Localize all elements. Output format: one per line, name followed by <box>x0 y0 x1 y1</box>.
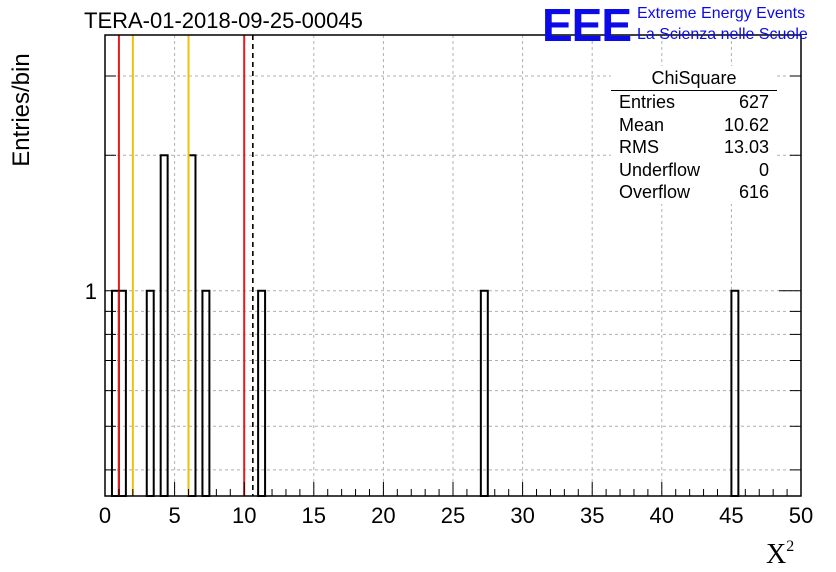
histogram-bin <box>479 289 489 498</box>
x-tick-label: 35 <box>580 503 604 528</box>
y-axis-label: Entries/bin <box>8 53 35 167</box>
stats-value: 0 <box>758 159 769 180</box>
histogram-bin <box>201 289 211 498</box>
histogram-bin <box>110 289 120 498</box>
stats-label: Underflow <box>619 159 701 180</box>
histogram-bin <box>117 289 127 498</box>
x-tick-label: 30 <box>510 503 534 528</box>
histogram-bin <box>159 154 169 497</box>
histogram-bin <box>145 289 155 498</box>
logo-mark: EEE <box>542 0 632 51</box>
x-tick-label: 0 <box>99 503 111 528</box>
stats-row-rms: RMS 13.03 <box>611 136 777 159</box>
stats-box: ChiSquare Entries 627 Mean 10.62 RMS 13.… <box>611 66 777 204</box>
stats-label: Mean <box>619 114 665 135</box>
histogram-bin <box>257 289 267 498</box>
histogram-bin <box>730 289 740 498</box>
x-tick-label: 40 <box>650 503 674 528</box>
histogram-bin <box>187 154 197 497</box>
x-tick-label: 20 <box>371 503 395 528</box>
x-tick-label: 45 <box>719 503 743 528</box>
stats-value: 13.03 <box>723 137 769 158</box>
stats-row-underflow: Underflow 0 <box>611 159 777 182</box>
chart-title: TERA-01-2018-09-25-00045 <box>84 8 363 33</box>
stats-value: 616 <box>738 182 769 203</box>
stats-row-overflow: Overflow 616 <box>611 181 777 204</box>
stats-value: 10.62 <box>723 114 769 135</box>
stats-row-entries: Entries 627 <box>611 91 777 114</box>
x-tick-label: 10 <box>232 503 256 528</box>
y-tick-label: 1 <box>85 279 97 304</box>
x-tick-label: 15 <box>302 503 326 528</box>
x-tick-label: 25 <box>441 503 465 528</box>
stats-label: Overflow <box>619 182 691 203</box>
logo-line-1: Extreme Energy Events <box>637 5 806 22</box>
logo-line-2: La Scienza nelle Scuole <box>637 26 808 43</box>
x-tick-label: 5 <box>168 503 180 528</box>
stats-label: RMS <box>619 137 659 158</box>
x-tick-label: 50 <box>789 503 813 528</box>
x-axis-label: X2 <box>766 538 795 570</box>
stats-label: Entries <box>619 92 676 112</box>
stats-title: ChiSquare <box>611 66 777 91</box>
stats-row-mean: Mean 10.62 <box>611 114 777 137</box>
stats-value: 627 <box>738 92 769 112</box>
